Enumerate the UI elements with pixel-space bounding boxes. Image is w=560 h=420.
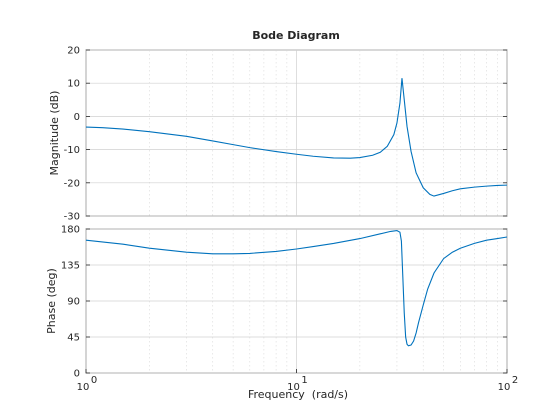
x-tick-label: 10 xyxy=(498,382,511,393)
magnitude-y-tick-label: 20 xyxy=(67,46,80,57)
x-tick-exponent: 2 xyxy=(512,375,518,386)
magnitude-y-tick-label: -30 xyxy=(64,212,80,223)
x-tick-exponent: 1 xyxy=(301,375,307,386)
phase-y-tick-label: 135 xyxy=(61,261,80,272)
phase-y-label: Phase (deg) xyxy=(45,268,58,334)
magnitude-y-tick-label: 0 xyxy=(74,112,80,123)
magnitude-grid xyxy=(85,49,508,217)
phase-y-tick-label: 90 xyxy=(67,297,80,308)
magnitude-y-ticks: 20 10 0 -10 -20 -30 xyxy=(64,46,507,223)
phase-series-line xyxy=(85,230,508,347)
phase-series xyxy=(85,230,508,347)
x-tick-exponent: 0 xyxy=(91,375,97,386)
magnitude-y-tick-label: 10 xyxy=(67,79,80,90)
magnitude-panel: 20 10 0 -10 -20 -30 Magnitude (dB) xyxy=(48,46,508,223)
phase-y-tick-label: 45 xyxy=(67,333,80,344)
phase-panel: 180 135 90 45 0 Phase (deg) xyxy=(45,225,508,380)
chart-title: Bode Diagram xyxy=(252,29,340,42)
magnitude-y-label: Magnitude (dB) xyxy=(48,91,61,176)
phase-y-tick-label: 0 xyxy=(74,369,80,380)
phase-y-tick-label: 180 xyxy=(61,225,80,236)
magnitude-series-line xyxy=(85,78,508,197)
x-tick-label: 10 xyxy=(287,382,300,393)
phase-y-ticks: 180 135 90 45 0 xyxy=(61,225,507,380)
magnitude-y-tick-label: -20 xyxy=(64,178,80,189)
magnitude-series xyxy=(85,78,508,197)
x-axis-label: Frequency (rad/s) xyxy=(248,388,348,401)
x-tick-label: 10 xyxy=(77,382,90,393)
magnitude-y-tick-label: -10 xyxy=(64,145,80,156)
